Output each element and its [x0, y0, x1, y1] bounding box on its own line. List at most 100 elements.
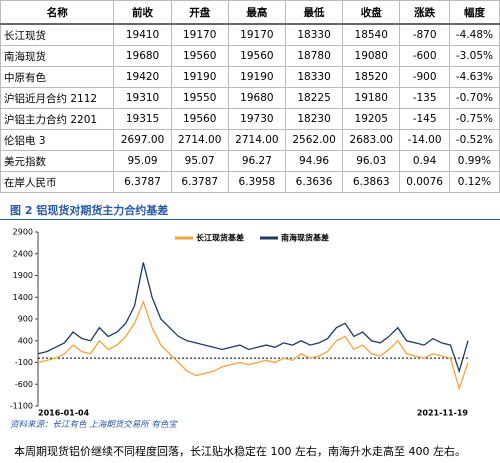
table-cell: -600 — [399, 45, 450, 67]
table-cell: 19310 — [113, 87, 172, 109]
table-cell: -4.48% — [448, 23, 500, 46]
table-cell: 19730 — [227, 108, 286, 130]
y-tick-label: 400 — [18, 336, 33, 345]
header-cell: 涨跌 — [399, 0, 450, 25]
table-cell: -870 — [399, 23, 450, 46]
y-tick-label: -1100 — [10, 402, 33, 411]
table-cell: 95.07 — [170, 150, 229, 172]
table-cell: 中原有色 — [0, 66, 115, 88]
chart: -1100 -600 -100 400 900 1400 1900 2400 2900 2016-… — [10, 228, 469, 417]
table-row: 沪铝近月合约 2112 19310 19550 19680 18225 19180 -135… — [0, 87, 500, 109]
header-row: 名称 前收 开盘 最高 最低 收盘 涨跌 幅度 — [0, 0, 500, 25]
table-cell: 19315 — [113, 108, 172, 130]
table-cell: 0.99% — [448, 150, 500, 172]
y-tick-label: -100 — [15, 358, 33, 367]
table-cell: 19180 — [342, 87, 401, 109]
table-cell: 2714.00 — [227, 129, 286, 151]
table-cell: 19560 — [170, 108, 229, 130]
table-cell: 19560 — [170, 45, 229, 67]
table-cell: -4.63% — [448, 66, 500, 88]
table-cell: -900 — [399, 66, 450, 88]
table-cell: 18520 — [342, 66, 401, 88]
series-line — [37, 299, 469, 391]
table-cell: 96.27 — [227, 150, 286, 172]
table-cell: 19410 — [113, 23, 172, 46]
table-cell: 6.3958 — [227, 171, 286, 193]
header-cell: 幅度 — [448, 0, 500, 25]
x-tick-label: 2021-11-19 — [417, 409, 469, 417]
y-tick-label: 900 — [18, 315, 33, 324]
header-cell: 名称 — [0, 0, 115, 25]
table-cell: 0.0076 — [399, 171, 450, 193]
table-cell: 19205 — [342, 108, 401, 130]
y-tick-label: 2900 — [13, 228, 33, 237]
table-cell: 长江现货 — [0, 23, 115, 46]
table-row: 伦铝电 3 2697.00 2714.00 2714.00 2562.00 2683.00… — [0, 129, 500, 151]
table-cell: 2683.00 — [342, 129, 401, 151]
table-cell: 2562.00 — [284, 129, 344, 151]
table-cell: 6.3787 — [170, 171, 229, 193]
caption-rule — [0, 219, 500, 220]
table-cell: 19170 — [227, 23, 286, 46]
table-cell: 19560 — [227, 45, 286, 67]
table-cell: 96.03 — [342, 150, 401, 172]
paragraph: 本周期现货铝价继续不同程度回落，长江贴水稳定在 100 左右，南海升水走高至 4… — [14, 445, 466, 458]
table-cell: 18540 — [342, 23, 401, 46]
y-tick-label: 1900 — [13, 271, 33, 280]
header-cell: 收盘 — [342, 0, 401, 25]
table-cell: 19420 — [113, 66, 172, 88]
legend-label: 长江现货基差 — [196, 233, 244, 243]
table-cell: -0.52% — [448, 129, 500, 151]
table-cell: 18230 — [284, 108, 344, 130]
table-cell: -135 — [399, 87, 450, 109]
table-cell: -3.05% — [448, 45, 500, 67]
y-tick-label: 2400 — [13, 249, 33, 258]
table-cell: 美元指数 — [0, 150, 115, 172]
table-cell: 18780 — [284, 45, 344, 67]
table-cell: 6.3787 — [113, 171, 172, 193]
table-cell: -14.00 — [399, 129, 450, 151]
table-cell: 南海现货 — [0, 45, 115, 67]
series-line — [37, 262, 469, 374]
table-row: 沪铝主力合约 2201 19315 19560 19730 18230 19205 -145… — [0, 108, 500, 130]
figure-caption: 图 2 铝现货对期货主力合约基差 — [10, 204, 169, 217]
header-cell: 最高 — [227, 0, 286, 25]
table-cell: 18225 — [284, 87, 344, 109]
table-cell: 伦铝电 3 — [0, 129, 115, 151]
table-row: 南海现货 19680 19560 19560 18780 19080 -600 -3.05% — [0, 45, 500, 67]
table-cell: 94.96 — [284, 150, 344, 172]
table-cell: 19190 — [170, 66, 229, 88]
table-cell: 19680 — [113, 45, 172, 67]
table-row: 长江现货 19410 19170 19170 18330 18540 -870 -4.48% — [0, 23, 500, 46]
table-cell: 2697.00 — [113, 129, 172, 151]
table-row: 在岸人民币 6.3787 6.3787 6.3958 6.3636 6.3863 0.007… — [0, 171, 500, 193]
y-tick-label: 1400 — [13, 293, 33, 302]
table-cell: 2714.00 — [170, 129, 229, 151]
legend-label: 南海现货基差 — [281, 233, 329, 243]
table-cell: 6.3636 — [284, 171, 344, 193]
quote-table: 名称 前收 开盘 最高 最低 收盘 涨跌 幅度 长江现货 19410 19170 19170 18330… — [0, 0, 500, 193]
x-tick-label: 2016-01-04 — [38, 409, 90, 417]
table-cell: 95.09 — [113, 150, 172, 172]
table-cell: -0.70% — [448, 87, 500, 109]
table-row: 中原有色 19420 19190 19190 18330 18520 -900 -4.63% — [0, 66, 500, 88]
table-cell: 18330 — [284, 66, 344, 88]
table-cell: -0.75% — [448, 108, 500, 130]
header-cell: 开盘 — [170, 0, 229, 25]
table-cell: -145 — [399, 108, 450, 130]
table-cell: 18330 — [284, 23, 344, 46]
table-cell: 0.12% — [448, 171, 500, 193]
table-row: 美元指数 95.09 95.07 96.27 94.96 96.03 0.94 0.99% — [0, 150, 500, 172]
header-cell: 最低 — [284, 0, 344, 25]
y-tick-label: -600 — [15, 380, 33, 389]
table-cell: 19680 — [227, 87, 286, 109]
header-cell: 前收 — [113, 0, 172, 25]
table-cell: 19190 — [227, 66, 286, 88]
table-cell: 沪铝主力合约 2201 — [0, 108, 115, 130]
table-cell: 沪铝近月合约 2112 — [0, 87, 115, 109]
source: 资料来源：长江有色 上海期货交易所 有色宝 — [10, 420, 177, 430]
table-cell: 19170 — [170, 23, 229, 46]
table-cell: 在岸人民币 — [0, 171, 115, 193]
table-cell: 19550 — [170, 87, 229, 109]
